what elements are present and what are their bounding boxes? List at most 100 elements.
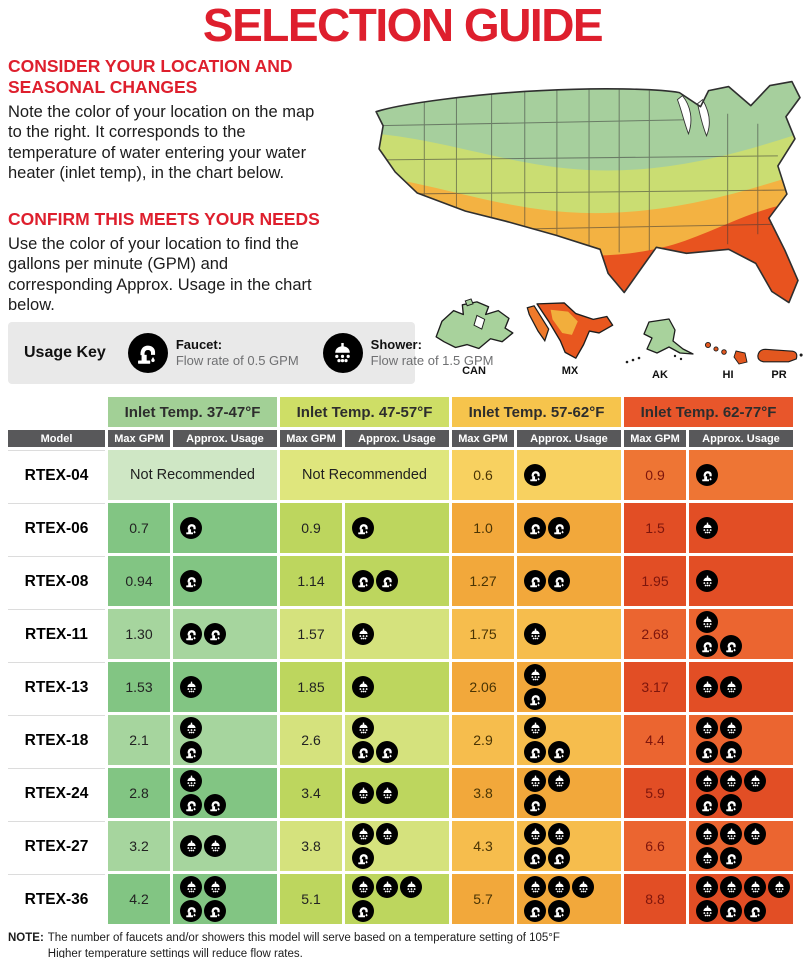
faucet-icon xyxy=(548,900,570,922)
usage-icon-row xyxy=(352,676,374,698)
shower-icon xyxy=(696,900,718,922)
not-recommended-cell: Not Recommended xyxy=(108,450,277,500)
approx-usage-cell xyxy=(517,609,621,659)
approx-usage-cell xyxy=(345,503,449,553)
faucet-icon xyxy=(524,688,546,710)
mini-map-alaska: AK xyxy=(622,314,698,381)
approx-usage-cell xyxy=(689,609,793,659)
great-lakes xyxy=(676,94,710,137)
usage-icon-row xyxy=(524,688,546,710)
faucet-icon xyxy=(352,847,374,869)
approx-usage-cell xyxy=(345,821,449,871)
approx-usage-cell xyxy=(173,609,277,659)
usage-icon-row xyxy=(352,823,398,845)
approx-usage-header-2: Approx. Usage xyxy=(345,430,449,447)
shower-icon xyxy=(524,876,546,898)
usage-icon-row xyxy=(180,623,226,645)
max-gpm-header-2: Max GPM xyxy=(280,430,342,447)
usage-icon-row xyxy=(696,770,766,792)
faucet-flow-rate: Flow rate of 0.5 GPM xyxy=(175,353,299,368)
usage-key-shower: Shower: Flow rate of 1.5 GPM xyxy=(322,333,494,373)
usage-icon-row xyxy=(696,900,766,922)
approx-usage-cell xyxy=(345,609,449,659)
inlet-temp-header-3: Inlet Temp. 57-62°F xyxy=(452,397,621,427)
usage-icon-row xyxy=(352,876,422,898)
max-gpm-cell: 1.14 xyxy=(280,556,342,606)
faucet-icon xyxy=(548,847,570,869)
faucet-icon xyxy=(180,570,202,592)
mini-map-label-mx: MX xyxy=(561,365,579,377)
shower-flow-rate: Flow rate of 1.5 GPM xyxy=(370,353,494,368)
max-gpm-cell: 1.27 xyxy=(452,556,514,606)
max-gpm-cell: 1.5 xyxy=(624,503,686,553)
faucet-icon xyxy=(720,741,742,763)
usage-icon-row xyxy=(352,517,374,539)
shower-icon xyxy=(400,876,422,898)
model-cell-rtex-18: RTEX-18 xyxy=(8,715,105,765)
page-title: SELECTION GUIDE xyxy=(202,0,604,51)
max-gpm-cell: 1.0 xyxy=(452,503,514,553)
shower-icon xyxy=(180,676,202,698)
inlet-temp-header-1: Inlet Temp. 37-47°F xyxy=(108,397,277,427)
faucet-icon xyxy=(720,635,742,657)
usage-icon-row xyxy=(524,570,570,592)
approx-usage-cell xyxy=(689,768,793,818)
hawaii-shape xyxy=(704,341,748,365)
faucet-icon xyxy=(180,794,202,816)
approx-usage-cell xyxy=(173,556,277,606)
usage-icon-row xyxy=(696,464,718,486)
faucet-icon xyxy=(352,517,374,539)
shower-icon xyxy=(352,676,374,698)
faucet-icon xyxy=(696,635,718,657)
usage-key-bar: Usage Key Faucet: Flow rate of 0.5 GPM S… xyxy=(8,322,493,384)
approx-usage-cell xyxy=(517,450,621,500)
shower-icon xyxy=(548,876,570,898)
approx-usage-cell xyxy=(689,450,793,500)
usage-icon-row xyxy=(352,570,398,592)
shower-icon xyxy=(322,333,363,373)
mini-map-hawaii: HI xyxy=(702,338,754,381)
faucet-icon xyxy=(376,570,398,592)
intro-text: CONSIDER YOUR LOCATION AND SEASONAL CHAN… xyxy=(8,56,326,341)
shower-icon xyxy=(696,517,718,539)
max-gpm-cell: 4.2 xyxy=(108,874,170,924)
not-recommended-cell: Not Recommended xyxy=(280,450,449,500)
max-gpm-cell: 0.9 xyxy=(624,450,686,500)
approx-usage-cell xyxy=(517,874,621,924)
shower-icon xyxy=(524,717,546,739)
approx-usage-cell xyxy=(173,768,277,818)
usage-icon-row xyxy=(524,717,546,739)
faucet-icon xyxy=(524,517,546,539)
inlet-temp-header-2: Inlet Temp. 47-57°F xyxy=(280,397,449,427)
max-gpm-cell: 2.6 xyxy=(280,715,342,765)
max-gpm-header-4: Max GPM xyxy=(624,430,686,447)
usage-icon-row xyxy=(524,900,570,922)
model-cell-rtex-06: RTEX-06 xyxy=(8,503,105,553)
shower-icon xyxy=(352,717,374,739)
section-heading-location: CONSIDER YOUR LOCATION AND SEASONAL CHAN… xyxy=(8,56,293,97)
approx-usage-cell xyxy=(173,715,277,765)
approx-usage-cell xyxy=(173,662,277,712)
usage-icon-row xyxy=(180,517,202,539)
footnote-line-2: Higher temperature settings will reduce … xyxy=(47,947,303,958)
faucet-icon xyxy=(720,847,742,869)
alaska-shape xyxy=(625,318,694,364)
max-gpm-cell: 1.30 xyxy=(108,609,170,659)
table-corner-spacer xyxy=(8,397,105,427)
shower-icon xyxy=(204,876,226,898)
usage-icon-row xyxy=(696,635,742,657)
faucet-icon xyxy=(524,570,546,592)
max-gpm-cell: 5.9 xyxy=(624,768,686,818)
usage-icon-row xyxy=(352,717,374,739)
shower-icon xyxy=(524,623,546,645)
approx-usage-cell xyxy=(517,556,621,606)
usage-icon-row xyxy=(524,823,570,845)
selection-table: Inlet Temp. 37-47°F Inlet Temp. 47-57°F In… xyxy=(8,397,793,924)
usage-icon-row xyxy=(352,900,374,922)
usage-icon-row xyxy=(524,517,570,539)
shower-icon xyxy=(696,770,718,792)
model-cell-rtex-11: RTEX-11 xyxy=(8,609,105,659)
shower-icon xyxy=(696,823,718,845)
faucet-icon xyxy=(696,794,718,816)
usage-icon-row xyxy=(696,741,742,763)
